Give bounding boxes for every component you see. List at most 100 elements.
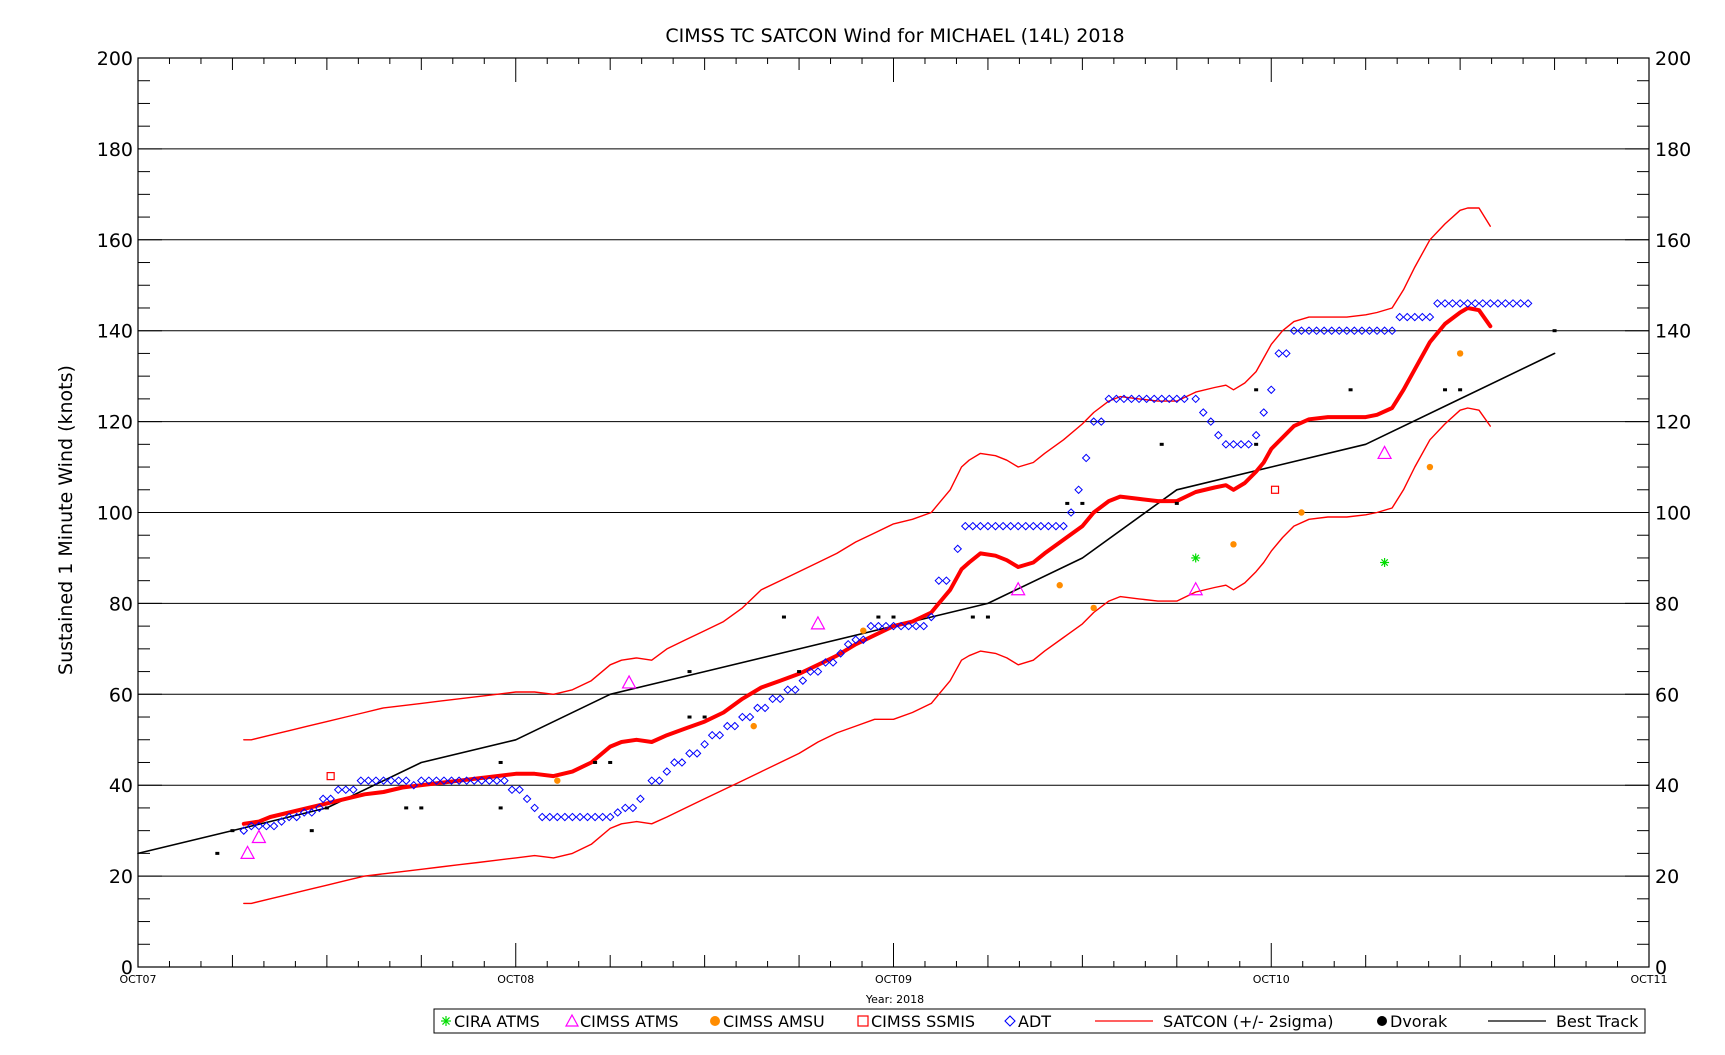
adt-point xyxy=(1104,394,1114,404)
cimss-amsu-point xyxy=(554,777,561,784)
adt-point xyxy=(277,817,286,826)
axis-ticks xyxy=(137,57,1650,968)
adt-point xyxy=(613,808,623,817)
adt-point xyxy=(1357,326,1367,336)
adt-point xyxy=(1044,521,1053,531)
cimss-ssmis-point xyxy=(1270,485,1280,494)
y-tick-label-left: 80 xyxy=(109,593,133,615)
dvorak-point xyxy=(702,715,707,719)
dvorak-point xyxy=(687,715,692,719)
adt-point xyxy=(730,721,740,731)
legend-label-best-track: Best Track xyxy=(1556,1012,1639,1031)
adt-point xyxy=(1214,430,1223,440)
adt-point xyxy=(545,812,555,822)
adt-point xyxy=(417,776,426,785)
dvorak-point xyxy=(1348,388,1353,392)
dvorak-point xyxy=(781,615,786,619)
adt-point xyxy=(790,685,800,695)
dvorak-point xyxy=(1174,501,1179,505)
legend: CIRA ATMS CIMSS ATMS CIMSS AMSU CIMSS SSMIS… xyxy=(433,1008,1646,1034)
adt-point xyxy=(315,803,324,813)
adt-point xyxy=(874,621,883,631)
adt-point xyxy=(1021,521,1031,531)
dvorak-point xyxy=(1065,501,1070,505)
adt-point xyxy=(284,812,294,822)
adt-point xyxy=(858,635,868,645)
cimss-atms-point xyxy=(621,674,637,689)
x-tick-label: OCT11 xyxy=(1630,973,1667,986)
adt-point xyxy=(745,712,755,722)
cimss-amsu-point xyxy=(1230,541,1237,548)
adt-point xyxy=(522,794,532,804)
plot-area-frame xyxy=(137,57,1650,968)
adt-point xyxy=(753,703,762,713)
adt-point xyxy=(356,776,366,785)
adt-point xyxy=(349,785,358,795)
legend-box xyxy=(433,1008,1646,1034)
dvorak-point xyxy=(608,760,613,764)
adt-point xyxy=(960,521,970,531)
adt-point xyxy=(552,812,562,822)
adt-point xyxy=(1289,326,1299,336)
x-tick-label: OCT10 xyxy=(1253,973,1290,986)
adt-point xyxy=(934,576,944,585)
adt-point xyxy=(371,776,381,785)
cimss-atms-point xyxy=(240,845,256,859)
adt-point xyxy=(821,658,830,667)
adt-point xyxy=(1455,299,1465,308)
adt-point xyxy=(692,749,702,758)
adt-point xyxy=(889,621,898,631)
adt-point xyxy=(783,685,793,695)
adt-point xyxy=(1402,312,1412,322)
adt-point xyxy=(1440,299,1450,308)
adt-point xyxy=(654,776,664,785)
legend-marker-asterisk xyxy=(441,1016,451,1026)
y-tick-label-left: 0 xyxy=(121,957,133,979)
adt-point xyxy=(1051,521,1061,531)
adt-point xyxy=(1191,394,1201,404)
adt-point xyxy=(583,812,592,822)
adt-point xyxy=(722,721,732,731)
adt-point xyxy=(568,812,577,822)
y-tick-label-left: 120 xyxy=(97,412,133,434)
legend-label-cimss-amsu: CIMSS AMSU xyxy=(723,1012,825,1031)
cimss-atms-point xyxy=(1010,581,1026,596)
adt-point xyxy=(896,621,906,631)
adt-point xyxy=(1081,453,1091,463)
adt-point xyxy=(537,812,547,822)
adt-point xyxy=(1206,417,1216,426)
adt-point xyxy=(1433,299,1442,308)
adt-point xyxy=(379,776,388,785)
x-tick-label: OCT09 xyxy=(875,973,912,986)
y-tick-label-left: 200 xyxy=(97,48,133,70)
cira-atms-point xyxy=(1191,553,1201,563)
adt-point xyxy=(333,785,343,795)
adt-point xyxy=(1425,312,1435,322)
adt-point xyxy=(1157,394,1167,404)
adt-point xyxy=(1448,299,1457,308)
adt-point xyxy=(462,776,471,785)
adt-point xyxy=(500,776,509,785)
y-tick-label-right: 20 xyxy=(1655,866,1679,888)
legend-marker-diamond xyxy=(1004,1015,1016,1027)
dvorak-point xyxy=(1254,442,1259,446)
adt-point xyxy=(401,776,411,785)
adt-point xyxy=(1380,326,1389,336)
adt-point xyxy=(1074,485,1083,495)
x-tick-label: OCT08 xyxy=(497,973,534,986)
y-tick-label-right: 160 xyxy=(1655,230,1691,252)
dvorak-point xyxy=(1552,329,1557,333)
adt-point xyxy=(364,776,373,785)
adt-point xyxy=(1198,408,1208,417)
adt-point xyxy=(307,808,317,817)
adt-point xyxy=(1297,326,1306,336)
adt-point xyxy=(881,621,891,631)
adt-point xyxy=(647,776,657,785)
dvorak-point xyxy=(324,806,329,810)
adt-point xyxy=(904,621,913,631)
cimss-amsu-point xyxy=(1426,463,1434,471)
adt-point xyxy=(1180,394,1189,404)
adt-point xyxy=(507,785,517,795)
adt-point xyxy=(983,521,993,531)
adt-point xyxy=(469,776,479,785)
